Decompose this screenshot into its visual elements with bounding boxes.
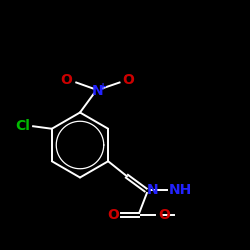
Text: O: O: [158, 208, 170, 222]
Text: O: O: [61, 73, 72, 87]
Text: −: −: [124, 71, 134, 81]
Text: Cl: Cl: [16, 119, 30, 133]
Text: O: O: [122, 73, 134, 87]
Text: NH: NH: [169, 183, 192, 197]
Text: O: O: [107, 208, 119, 222]
Text: N: N: [92, 84, 103, 98]
Text: N: N: [147, 183, 158, 197]
Text: +: +: [99, 82, 107, 92]
